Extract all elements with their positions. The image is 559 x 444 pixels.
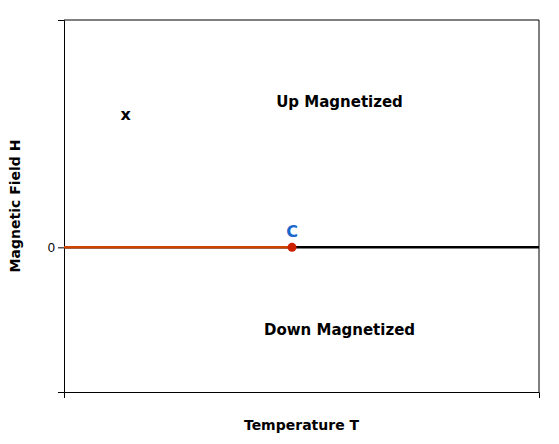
x-axis-line xyxy=(65,393,540,399)
x-axis-title: Temperature T xyxy=(244,417,360,433)
y-axis: 0 xyxy=(48,21,65,393)
plot-frame xyxy=(64,20,539,392)
y-axis-line xyxy=(58,21,65,393)
y-axis-title: Magnetic Field H xyxy=(7,140,23,273)
point xyxy=(288,243,297,252)
annotation: Down Magnetized xyxy=(264,321,415,339)
plot: 0 C Up Magnetized Down Magnetized x xyxy=(48,20,540,398)
y-tick: 0 xyxy=(48,240,64,255)
x-axis xyxy=(65,393,540,399)
annotation: Up Magnetized xyxy=(276,93,403,111)
y-tick-label: 0 xyxy=(48,240,55,255)
marks xyxy=(64,243,539,252)
chart: 0 C Up Magnetized Down Magnetized x Temperatu… xyxy=(0,0,559,444)
annotation: C xyxy=(286,222,298,241)
annotation: x xyxy=(121,105,132,124)
line xyxy=(64,246,292,249)
y-tick-mark xyxy=(58,247,64,248)
reference-line xyxy=(64,246,539,249)
